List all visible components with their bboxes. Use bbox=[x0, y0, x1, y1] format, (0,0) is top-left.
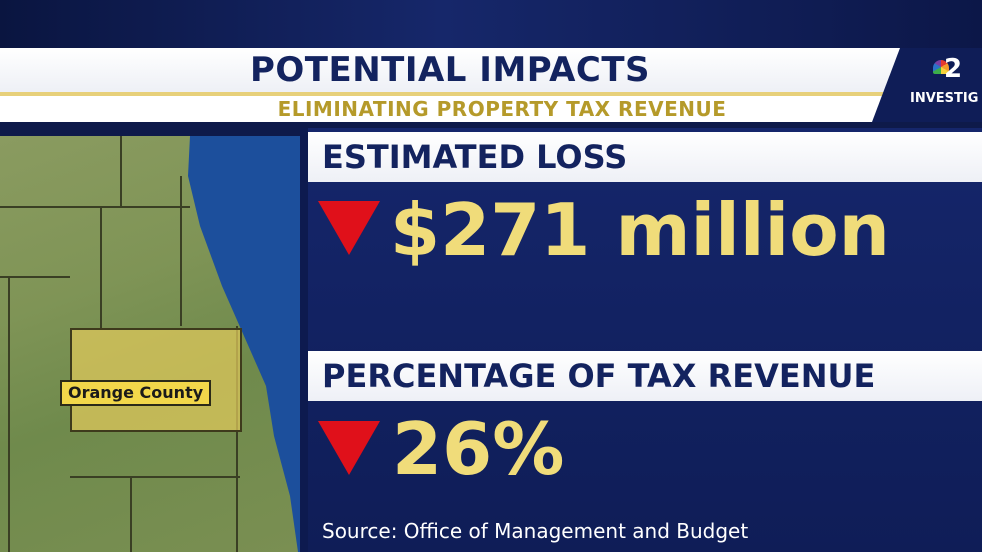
county-border bbox=[0, 206, 190, 208]
loss-heading: ESTIMATED LOSS bbox=[322, 138, 628, 176]
divider bbox=[300, 128, 308, 552]
page-subtitle: ELIMINATING PROPERTY TAX REVENUE bbox=[277, 97, 727, 121]
down-arrow-icon bbox=[318, 421, 380, 475]
source-note: Source: Office of Management and Budget bbox=[322, 519, 749, 543]
percentage-heading: PERCENTAGE OF TAX REVENUE bbox=[322, 357, 876, 395]
header-title-bar bbox=[0, 48, 900, 92]
peacock-logo-icon bbox=[933, 60, 949, 74]
loss-heading-bar: ESTIMATED LOSS bbox=[308, 132, 982, 182]
county-border bbox=[130, 476, 132, 552]
channel-number: 2 bbox=[944, 54, 963, 84]
header-banner: POTENTIAL IMPACTS ELIMINATING PROPERTY T… bbox=[0, 48, 982, 122]
header-subtitle-bar bbox=[0, 96, 890, 122]
header-accent-line bbox=[0, 92, 900, 96]
down-arrow-icon bbox=[318, 201, 380, 255]
county-border bbox=[0, 276, 70, 278]
county-border bbox=[120, 136, 122, 206]
county-map: Orange County bbox=[0, 136, 300, 552]
logo-label: INVESTIG bbox=[910, 91, 979, 106]
stats-panel bbox=[308, 128, 982, 552]
county-border bbox=[8, 276, 10, 552]
loss-value: $271 million bbox=[390, 188, 890, 272]
page-title: POTENTIAL IMPACTS bbox=[249, 50, 651, 90]
county-border bbox=[236, 326, 238, 552]
percentage-value: 26% bbox=[392, 407, 565, 491]
top-background bbox=[0, 0, 982, 50]
county-border bbox=[180, 176, 182, 326]
county-border bbox=[70, 476, 240, 478]
county-border bbox=[100, 206, 102, 328]
county-label: Orange County bbox=[60, 380, 212, 406]
percentage-heading-bar: PERCENTAGE OF TAX REVENUE bbox=[308, 351, 982, 401]
